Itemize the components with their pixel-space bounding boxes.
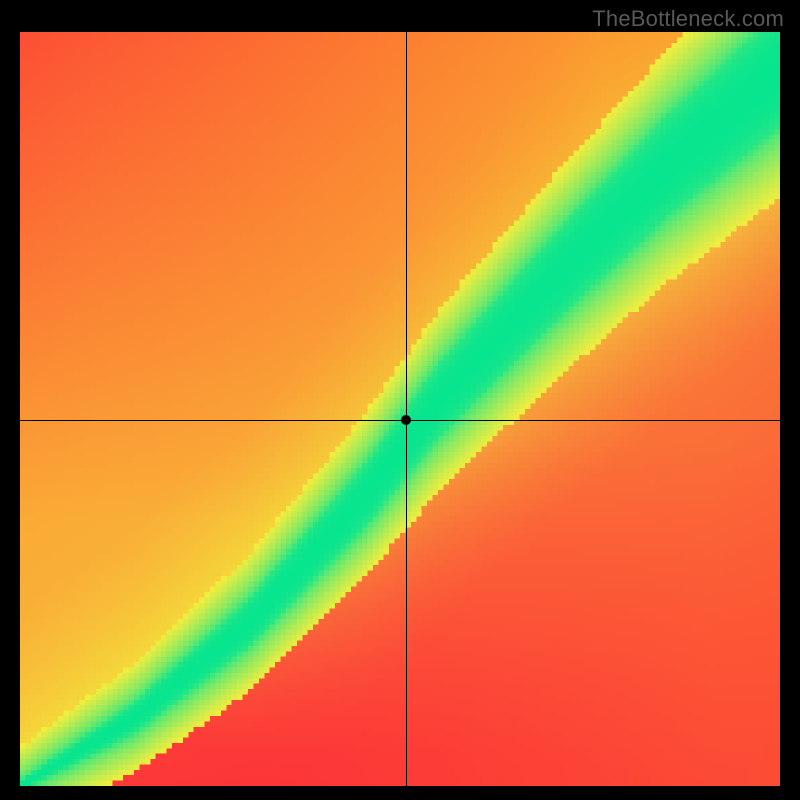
plot-border-left [0,0,20,800]
chart-container: TheBottleneck.com [0,0,800,800]
watermark-text: TheBottleneck.com [592,6,784,32]
crosshair-vertical [406,32,407,786]
plot-border-bottom [0,786,800,800]
bottleneck-heatmap [20,32,780,786]
crosshair-horizontal [20,420,780,421]
plot-border-right [780,0,800,800]
